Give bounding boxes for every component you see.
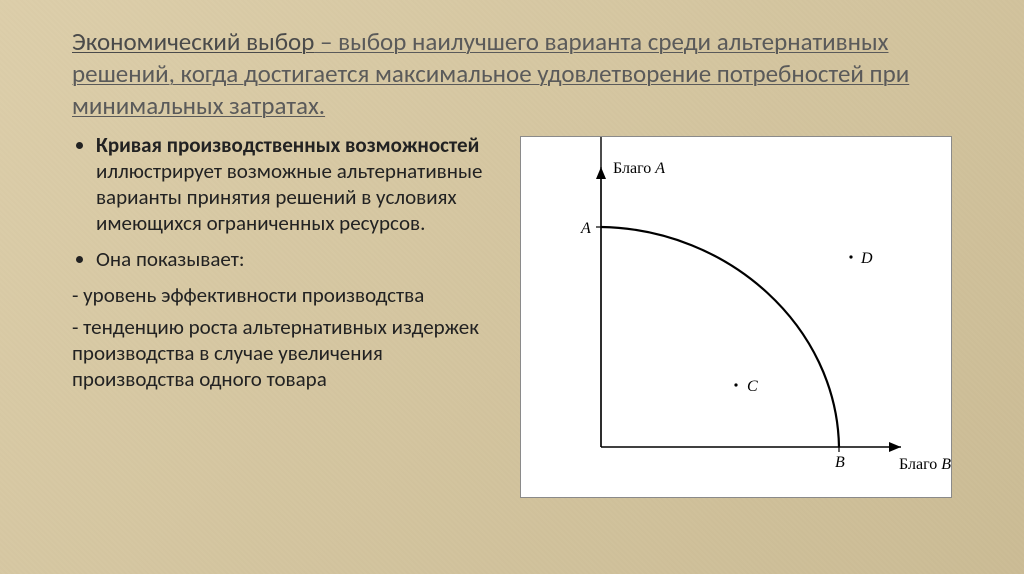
svg-text:C: C [747,378,758,395]
list-item: Она показывает: [96,246,502,272]
text-column: Кривая производственных возможностей илл… [72,132,502,498]
svg-text:A: A [580,220,591,237]
dash-item: - тенденцию роста альтернативных издерже… [72,314,502,392]
svg-text:Благо B: Благо B [899,456,951,473]
list-item: Кривая производственных возможностей илл… [96,132,502,236]
svg-text:B: B [835,454,845,471]
bullet-text: Она показывает: [96,246,245,272]
svg-text:Благо A: Благо A [613,160,665,177]
bullet-list: Кривая производственных возможностей илл… [72,132,502,272]
bullet-text: иллюстрирует возможные альтернативные ва… [96,158,482,236]
slide-title: Экономический выбор – выбор наилучшего в… [72,26,952,122]
chart-column: Благо A Благо B A B C D [520,132,952,498]
ppf-chart: Благо A Благо B A B C D [520,136,952,498]
svg-text:D: D [860,250,873,267]
content-row: Кривая производственных возможностей илл… [72,132,952,498]
chart-svg: Благо A Благо B A B C D [521,137,951,497]
dash-item: - уровень эффективности производства [72,282,502,308]
title-keyword: Экономический выбор [72,26,314,57]
bullet-bold: Кривая производственных возможностей [96,132,479,158]
